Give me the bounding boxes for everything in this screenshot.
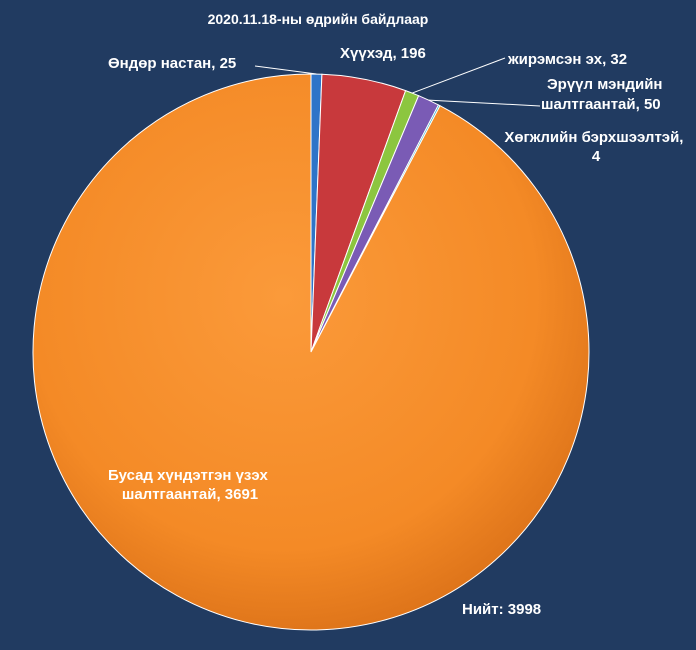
slice-label-health: Эрүүл мэндийн шалтгаантай, 50 (541, 76, 667, 113)
leader-lines (254, 57, 541, 107)
leader-line (254, 65, 317, 75)
chart-title: 2020.11.18-ны өдрийн байдлаар (208, 11, 429, 27)
leader-line (428, 99, 541, 107)
pie-slices (32, 73, 590, 631)
slice-label-pregnant: жирэмсэн эх, 32 (507, 51, 627, 68)
slice-label-other: Бусад хүндэтгэн үзэх шалтгаантай, 3691 (108, 467, 272, 503)
total-label: Нийт: 3998 (462, 601, 541, 618)
slice-other (32, 73, 590, 631)
slice-label-disability: Хөгжлийн бэрхшээлтэй, 4 (504, 129, 687, 165)
slice-label-elderly: Өндөр настан, 25 (108, 55, 236, 72)
slice-label-children: Хүүхэд, 196 (340, 45, 426, 62)
leader-line (411, 57, 506, 94)
